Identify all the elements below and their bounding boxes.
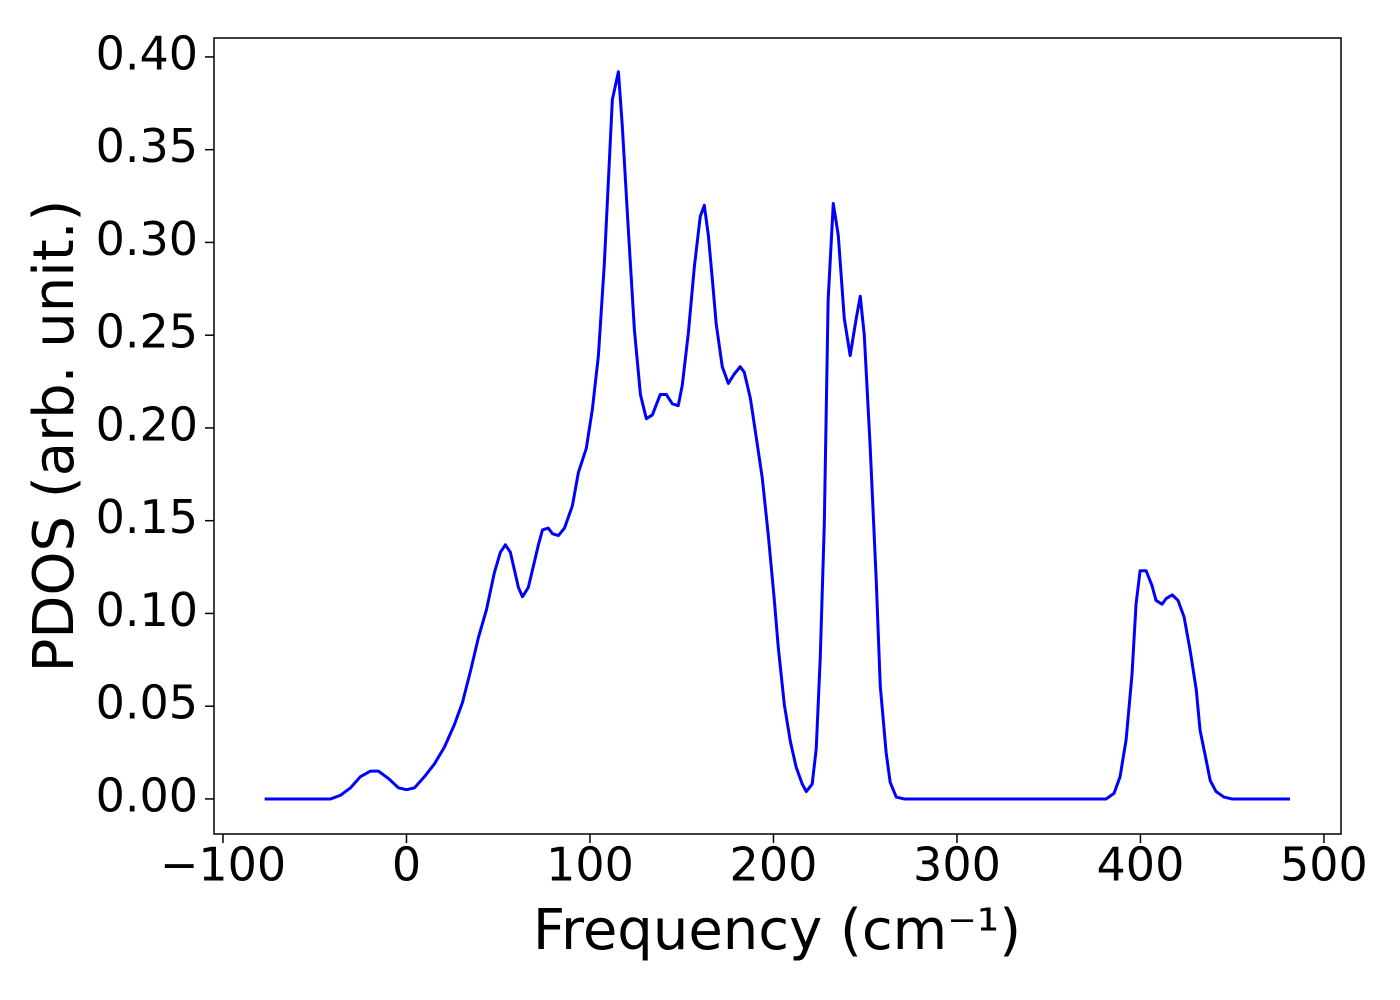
y-tick-label: 0.40 <box>96 26 198 80</box>
y-tick-label: 0.35 <box>96 119 198 173</box>
x-axis-label: Frequency (cm⁻¹) <box>533 898 1021 963</box>
y-axis-label: PDOS (arb. unit.) <box>22 200 87 673</box>
x-tick-label: 200 <box>730 838 818 892</box>
y-tick-label: 0.05 <box>96 676 198 730</box>
x-tick-label: −100 <box>160 838 286 892</box>
y-tick-label: 0.30 <box>96 212 198 266</box>
x-tick-label: 500 <box>1280 838 1368 892</box>
x-tick-label: 0 <box>392 838 421 892</box>
y-tick-label: 0.20 <box>96 397 198 451</box>
y-tick-label: 0.00 <box>96 768 198 822</box>
x-tick-label: 400 <box>1097 838 1185 892</box>
x-tick-label: 300 <box>913 838 1001 892</box>
y-tick-label: 0.10 <box>96 583 198 637</box>
plot-frame <box>213 37 1342 835</box>
data-line <box>264 70 1290 801</box>
x-tick-label: 100 <box>546 838 634 892</box>
y-tick-label: 0.15 <box>96 490 198 544</box>
y-tick-label: 0.25 <box>96 305 198 359</box>
